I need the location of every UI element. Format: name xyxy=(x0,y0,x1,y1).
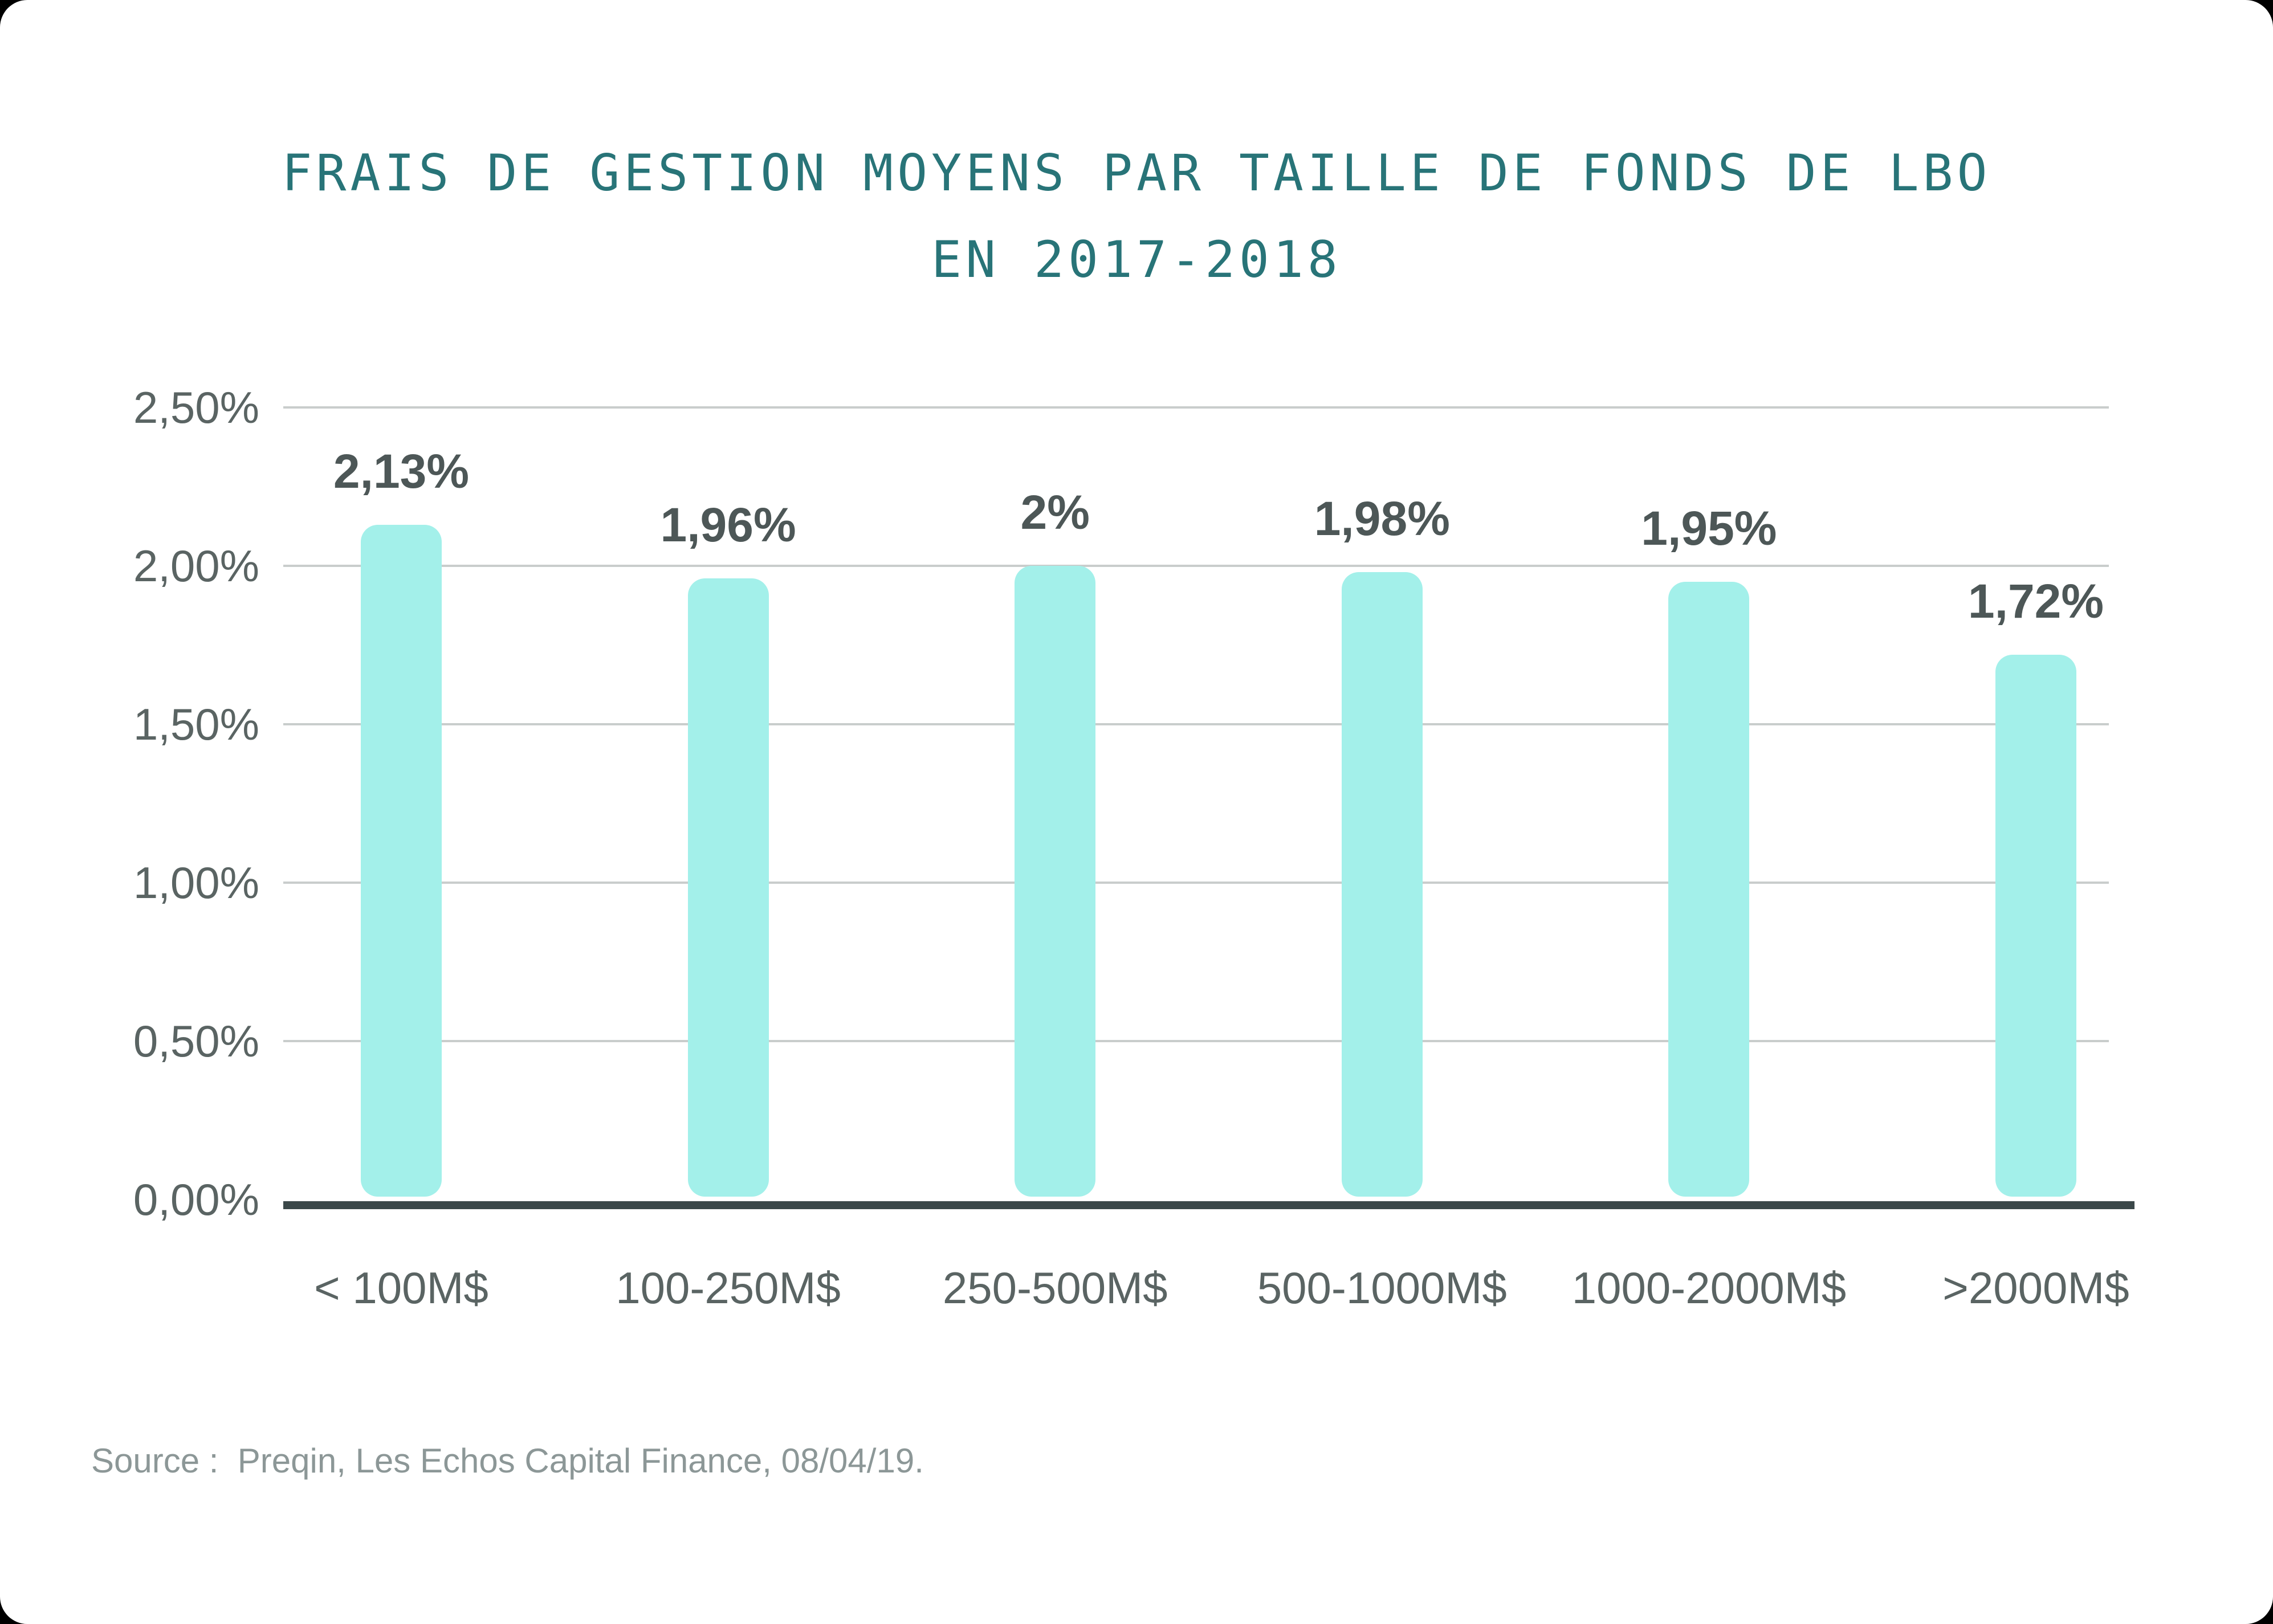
bar-< 100M$ xyxy=(361,524,442,1197)
bar-value-label: 1,72% xyxy=(1968,574,2104,628)
x-axis-baseline xyxy=(283,1201,2134,1209)
bar-value-label: 1,95% xyxy=(1641,501,1777,555)
x-axis-category-label: 100-250M$ xyxy=(616,1263,841,1313)
gridline-1,50% xyxy=(283,723,2109,725)
y-axis-tick-label: 2,50% xyxy=(133,382,259,432)
y-axis-tick-label: 2,00% xyxy=(133,541,259,591)
gridline-2,50% xyxy=(283,406,2109,409)
bar-1000-2000M$ xyxy=(1668,581,1750,1197)
x-axis-category-label: 1000-2000M$ xyxy=(1571,1263,1847,1313)
bar-value-label: 2,13% xyxy=(333,444,470,498)
chart-title: FRAIS DE GESTION MOYENS PAR TAILLE DE FO… xyxy=(0,130,2273,303)
y-axis-tick-label: 0,00% xyxy=(133,1174,259,1225)
x-axis-category-label: 250-500M$ xyxy=(942,1263,1168,1313)
gridline-1,00% xyxy=(283,882,2109,884)
x-axis-category-label: 500-1000M$ xyxy=(1257,1263,1507,1313)
bar-100-250M$ xyxy=(687,578,769,1197)
source-caption: Source : Preqin, Les Echos Capital Finan… xyxy=(91,1442,924,1480)
bar-value-label: 2% xyxy=(1020,485,1090,539)
chart-title-line-1: FRAIS DE GESTION MOYENS PAR TAILLE DE FO… xyxy=(282,144,1991,202)
bar-250-500M$ xyxy=(1015,566,1096,1197)
y-axis-tick-label: 1,00% xyxy=(133,858,259,908)
bar->2000M$ xyxy=(1995,654,2076,1197)
x-axis-category-label: < 100M$ xyxy=(314,1263,488,1313)
y-axis-tick-label: 1,50% xyxy=(133,699,259,749)
y-axis-tick-label: 0,50% xyxy=(133,1016,259,1066)
bar-value-label: 1,96% xyxy=(660,498,796,552)
x-axis-category-label: >2000M$ xyxy=(1942,1263,2129,1313)
gridline-2,00% xyxy=(283,565,2109,567)
bar-value-label: 1,98% xyxy=(1314,492,1450,546)
chart-title-line-2: EN 2017-2018 xyxy=(931,230,1342,289)
bar-500-1000M$ xyxy=(1341,572,1423,1197)
gridline-0,50% xyxy=(283,1040,2109,1042)
